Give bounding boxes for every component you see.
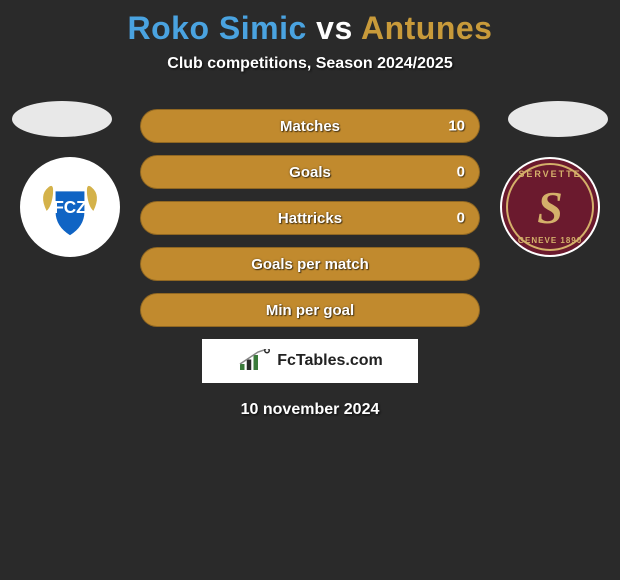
stat-label: Goals per match	[251, 256, 369, 273]
snapshot-date: 10 november 2024	[0, 401, 620, 419]
servette-top-text: SERVETTE	[518, 169, 581, 179]
svg-text:FCZ: FCZ	[53, 197, 86, 217]
stat-label: Matches	[280, 118, 340, 135]
servette-letter: S	[537, 181, 563, 234]
fctables-logo: FcTables.com	[202, 339, 418, 383]
stats-list: Matches 10 Goals 0 Hattricks 0 Goals per match…	[140, 109, 480, 327]
stat-value-right: 0	[457, 164, 465, 181]
club-badge-right: SERVETTE S GENEVE 1890	[500, 157, 600, 257]
fctables-chart-icon	[237, 349, 273, 373]
fctables-text: FcTables.com	[277, 352, 383, 370]
stat-row: Min per goal	[140, 293, 480, 327]
stat-value-right: 10	[448, 118, 465, 135]
servette-ring: SERVETTE S GENEVE 1890	[506, 163, 594, 251]
avatar-player2	[508, 101, 608, 137]
stat-label: Goals	[289, 164, 331, 181]
club-badge-left: FCZ	[20, 157, 120, 257]
stat-row: Hattricks 0	[140, 201, 480, 235]
stat-value-right: 0	[457, 210, 465, 227]
stat-row: Goals 0	[140, 155, 480, 189]
stat-row: Goals per match	[140, 247, 480, 281]
fcz-crest-icon: FCZ	[31, 168, 109, 246]
title-vs: vs	[316, 10, 353, 46]
stat-row: Matches 10	[140, 109, 480, 143]
stat-label: Hattricks	[278, 210, 342, 227]
servette-bottom-text: GENEVE 1890	[518, 236, 582, 245]
subtitle: Club competitions, Season 2024/2025	[0, 55, 620, 73]
content-area: FCZ SERVETTE S GENEVE 1890 Matches 10 Goal…	[0, 109, 620, 419]
title-player1: Roko Simic	[128, 10, 307, 46]
page-title: Roko Simic vs Antunes	[0, 0, 620, 47]
title-player2: Antunes	[361, 10, 493, 46]
stat-label: Min per goal	[266, 302, 354, 319]
avatar-player1	[12, 101, 112, 137]
